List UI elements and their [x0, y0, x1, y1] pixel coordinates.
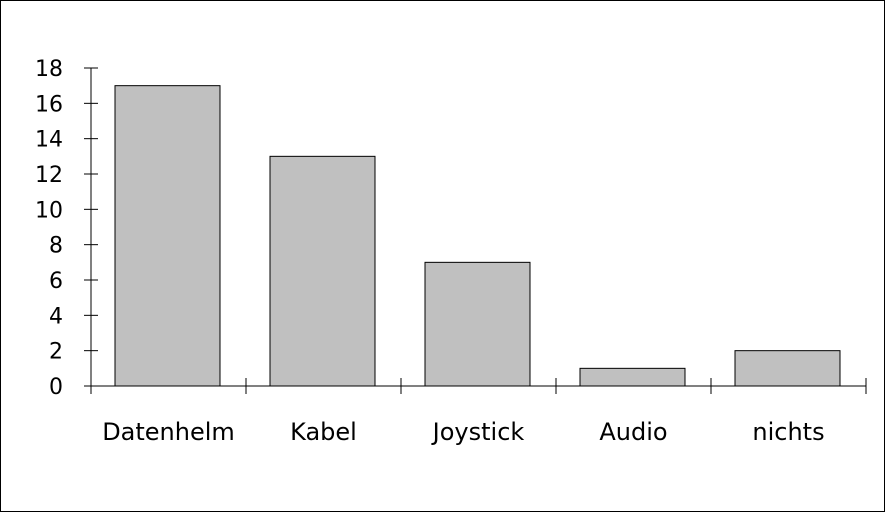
bar-datenhelm	[114, 85, 221, 387]
y-tick-label: 4	[49, 304, 63, 329]
y-tick-label: 0	[49, 375, 63, 400]
x-category-labels: Datenhelm Kabel Joystick Audio nichts	[102, 418, 824, 446]
y-tick-label: 8	[49, 234, 63, 259]
y-tick-label: 18	[35, 57, 63, 82]
x-category-label: Datenhelm	[102, 418, 235, 446]
y-tick-label: 12	[35, 163, 63, 188]
bar-joystick	[424, 261, 531, 387]
y-tick-label: 2	[49, 340, 63, 365]
y-tick-label: 14	[35, 128, 63, 153]
y-tick-labels: 0 2 4 6 8 10 12 14 16 18	[35, 57, 63, 400]
bars	[114, 85, 841, 387]
y-tick-label: 16	[35, 92, 63, 117]
bar-audio	[579, 367, 686, 387]
x-category-label: Joystick	[431, 418, 525, 446]
x-category-label: nichts	[752, 418, 824, 446]
x-category-label: Audio	[599, 418, 667, 446]
y-axis	[84, 67, 98, 394]
bar-nichts	[734, 350, 841, 387]
x-category-label: Kabel	[290, 418, 357, 446]
y-tick-label: 6	[49, 269, 63, 294]
y-tick-label: 10	[35, 198, 63, 223]
bar-kabel	[269, 155, 376, 387]
